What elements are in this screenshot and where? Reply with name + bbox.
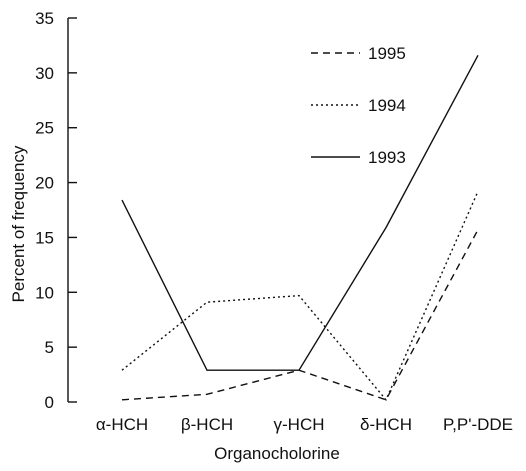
y-tick-label: 30 [35,64,54,83]
y-tick-label: 10 [35,283,54,302]
x-axis-label: Organocholorine [214,444,340,463]
series-line-1993 [121,54,479,371]
legend-label-1995: 1995 [368,44,406,63]
series-line-1994 [121,191,479,402]
x-tick-label: α-HCH [96,415,148,434]
y-axis-label: Percent of frequency [9,145,28,302]
legend-label-1994: 1994 [368,96,406,115]
series-lines [121,54,479,402]
y-ticks: 0 5 10 15 20 25 30 35 [35,9,77,412]
legend: 1995 1994 1993 [311,44,406,167]
x-tick-label: β-HCH [181,415,233,434]
y-tick-label: 35 [35,9,54,28]
x-tick-label: P,P'-DDE [443,415,513,434]
series-line-1995 [121,229,479,401]
legend-label-1993: 1993 [368,148,406,167]
x-ticks: α-HCH β-HCH γ-HCH δ-HCH P,P'-DDE [96,415,513,434]
x-tick-label: γ-HCH [274,415,325,434]
y-tick-label: 25 [35,119,54,138]
y-tick-label: 15 [35,228,54,247]
y-tick-label: 20 [35,174,54,193]
y-tick-label: 0 [45,393,54,412]
x-tick-label: δ-HCH [360,415,412,434]
y-tick-label: 5 [45,338,54,357]
